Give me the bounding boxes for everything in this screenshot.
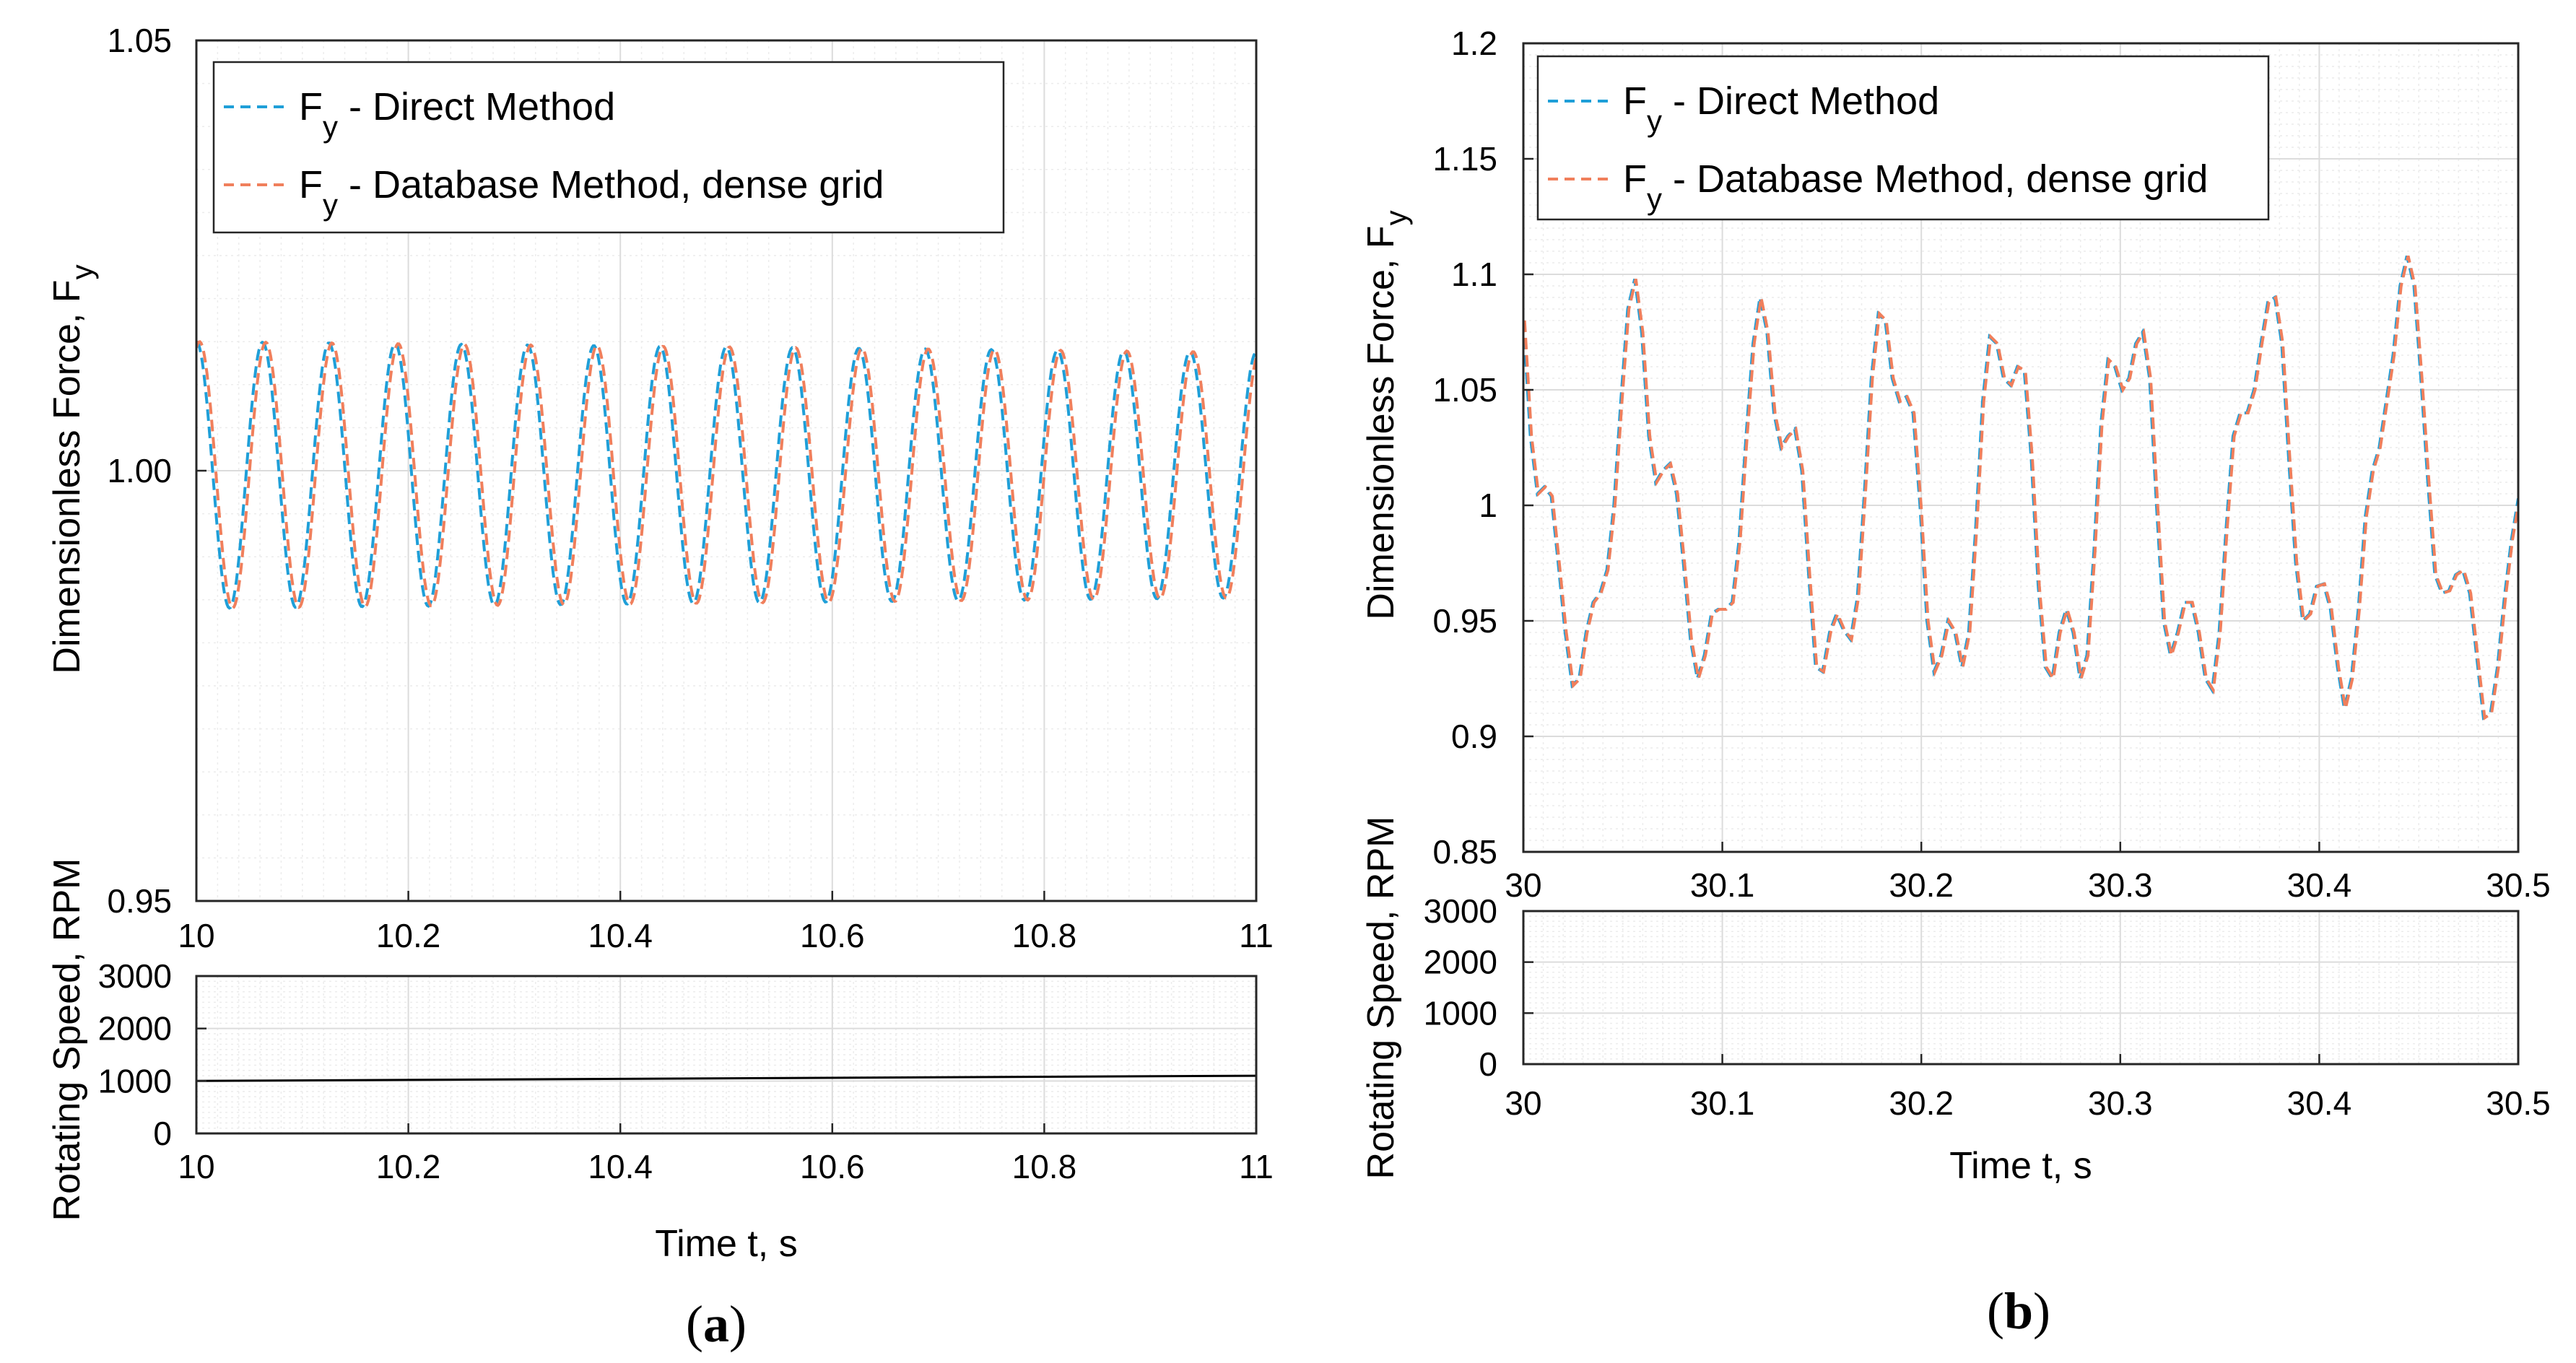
force-ylabel-text: Dimensionless Force, F xyxy=(46,279,88,674)
speed-plot-xtick-label: 30.5 xyxy=(2486,1084,2551,1122)
force-ylabel-text: Dimensionless Force, F xyxy=(1360,225,1402,619)
force-plot-xtick-label: 30.2 xyxy=(1889,866,1954,904)
speed-plot-ytick-label: 0 xyxy=(153,1115,172,1152)
force-plot-ytick-label: 1.2 xyxy=(1451,25,1497,62)
force-ylabel-subscript: y xyxy=(1379,210,1413,225)
force-series-line xyxy=(1523,255,2518,720)
speed-ylabel: Rotating Speed, RPM xyxy=(1360,817,1402,1180)
legend-entry-subscript: y xyxy=(1647,182,1662,216)
legend-entry: Fy - Direct Method xyxy=(299,85,615,144)
legend-entry-symbol: F xyxy=(1623,79,1647,123)
speed-ylabel-text: Rotating Speed, RPM xyxy=(46,858,88,1222)
force-plot-ytick-label: 0.95 xyxy=(1432,602,1497,640)
panel-a: 10 10.2 10.4 10.6 10.8 11 0.95 1.00 1.05 Fy - Dir… xyxy=(46,22,1274,1353)
force-series-line xyxy=(196,340,1256,610)
legend-entry-subscript: y xyxy=(323,188,338,222)
legend-box xyxy=(1536,55,2270,221)
speed-plot-frame xyxy=(195,975,1258,1135)
speed-plot-xtick-label: 30 xyxy=(1505,1084,1541,1122)
speed-plot-ytick-label: 2000 xyxy=(98,1010,172,1048)
speed-plot-ytick-label: 3000 xyxy=(98,957,172,995)
speed-plot-ytick-label: 1000 xyxy=(98,1062,172,1099)
panel-label-close: ) xyxy=(729,1295,747,1353)
panel-label-letter: a xyxy=(703,1295,729,1353)
speed-ylabel: Rotating Speed, RPM xyxy=(46,858,88,1222)
speed-plot-ytick-label: 0 xyxy=(1479,1045,1497,1083)
speed-plot-xtick-label: 10.2 xyxy=(376,1148,441,1185)
force-plot-ytick-label: 1 xyxy=(1479,487,1497,524)
legend-entry-text: - Database Method, dense grid xyxy=(1662,157,2208,201)
force-plot-frame xyxy=(1522,42,2520,853)
speed-plot-ytick-label: 2000 xyxy=(1424,944,1497,981)
speed-plot-xtick-label: 10.8 xyxy=(1012,1148,1077,1185)
force-plot-xtick-label: 10.6 xyxy=(800,917,865,954)
force-plot-xtick-label: 10.8 xyxy=(1012,917,1077,954)
force-ylabel: Dimensionless Force, Fy xyxy=(46,264,99,674)
force-plot-ytick-label: 0.85 xyxy=(1432,833,1497,871)
legend-entry-text: - Direct Method xyxy=(338,85,615,129)
force-plot-xtick-label: 11 xyxy=(1239,917,1274,954)
force-plot-xtick-label: 10.4 xyxy=(588,917,653,954)
legend-entry-symbol: F xyxy=(1623,157,1647,201)
force-series-line xyxy=(196,340,1256,610)
legend-box xyxy=(212,61,1005,234)
legend-entry-subscript: y xyxy=(1647,104,1662,138)
speed-series-line xyxy=(196,1074,1257,1082)
legend-entry-text: - Database Method, dense grid xyxy=(338,163,884,206)
speed-ylabel-text: Rotating Speed, RPM xyxy=(1360,817,1402,1180)
force-plot-xtick-label: 30.5 xyxy=(2486,866,2551,904)
force-plot-xtick-label: 10.2 xyxy=(376,917,441,954)
speed-plot-xtick-label: 30.3 xyxy=(2088,1084,2153,1122)
speed-plot-ytick-label: 3000 xyxy=(1424,892,1497,930)
force-ylabel-subscript: y xyxy=(65,264,99,279)
legend-entry: Fy - Database Method, dense grid xyxy=(299,163,884,222)
speed-plot-frame xyxy=(1522,910,2520,1066)
speed-plot-xtick-label: 11 xyxy=(1239,1148,1274,1185)
force-plot-ytick-label: 1.05 xyxy=(1432,371,1497,409)
speed-plot-xtick-label: 30.2 xyxy=(1889,1084,1954,1122)
panel-label-open: ( xyxy=(1987,1282,2004,1340)
force-plot-xtick-label: 10 xyxy=(178,917,214,954)
force-plot-xtick-label: 30.4 xyxy=(2287,866,2352,904)
force-plot-ytick-label: 1.1 xyxy=(1451,256,1497,293)
speed-plot-xtick-label: 30.1 xyxy=(1690,1084,1755,1122)
speed-plot-xtick-label: 10.4 xyxy=(588,1148,653,1185)
force-plot-xtick-label: 30.1 xyxy=(1690,866,1755,904)
speed-plot-ytick-label: 1000 xyxy=(1424,994,1497,1032)
panel-label-open: ( xyxy=(686,1295,703,1353)
legend-entry-text: - Direct Method xyxy=(1662,79,1939,123)
force-plot-ytick-label: 0.9 xyxy=(1451,718,1497,755)
speed-plot-xtick-label: 10.6 xyxy=(800,1148,865,1185)
force-series-group xyxy=(1523,255,2518,720)
panel-b: 30 30.1 30.2 30.3 30.4 30.5 0.85 0.9 0.95 1 1.05 1.… xyxy=(1360,25,2551,1340)
panel-label-close: ) xyxy=(2033,1282,2050,1340)
force-plot-xtick-label: 30 xyxy=(1505,866,1541,904)
time-xlabel: Time t, s xyxy=(655,1223,797,1265)
speed-plot-xtick-label: 30.4 xyxy=(2287,1084,2352,1122)
force-series-group xyxy=(196,340,1256,610)
panel-label: (a) xyxy=(686,1295,747,1353)
force-plot-ytick-label: 1.00 xyxy=(107,452,172,489)
legend-entry: Fy - Database Method, dense grid xyxy=(1623,157,2208,216)
speed-plot-xtick-label: 10 xyxy=(178,1148,214,1185)
legend-entry: Fy - Direct Method xyxy=(1623,79,1939,138)
force-ylabel: Dimensionless Force, Fy xyxy=(1360,210,1413,619)
legend-entry-symbol: F xyxy=(299,85,323,129)
time-xlabel: Time t, s xyxy=(1949,1145,2092,1187)
panel-label: (b) xyxy=(1987,1282,2050,1340)
legend-entry-symbol: F xyxy=(299,163,323,206)
panel-label-letter: b xyxy=(2004,1282,2033,1340)
legend-entry-subscript: y xyxy=(323,110,338,144)
force-plot-ytick-label: 0.95 xyxy=(107,882,172,920)
force-plot-xtick-label: 30.3 xyxy=(2088,866,2153,904)
force-plot-ytick-label: 1.15 xyxy=(1432,140,1497,178)
force-plot-ytick-label: 1.05 xyxy=(107,22,172,59)
speed-plot-plot-area xyxy=(196,976,1256,1133)
